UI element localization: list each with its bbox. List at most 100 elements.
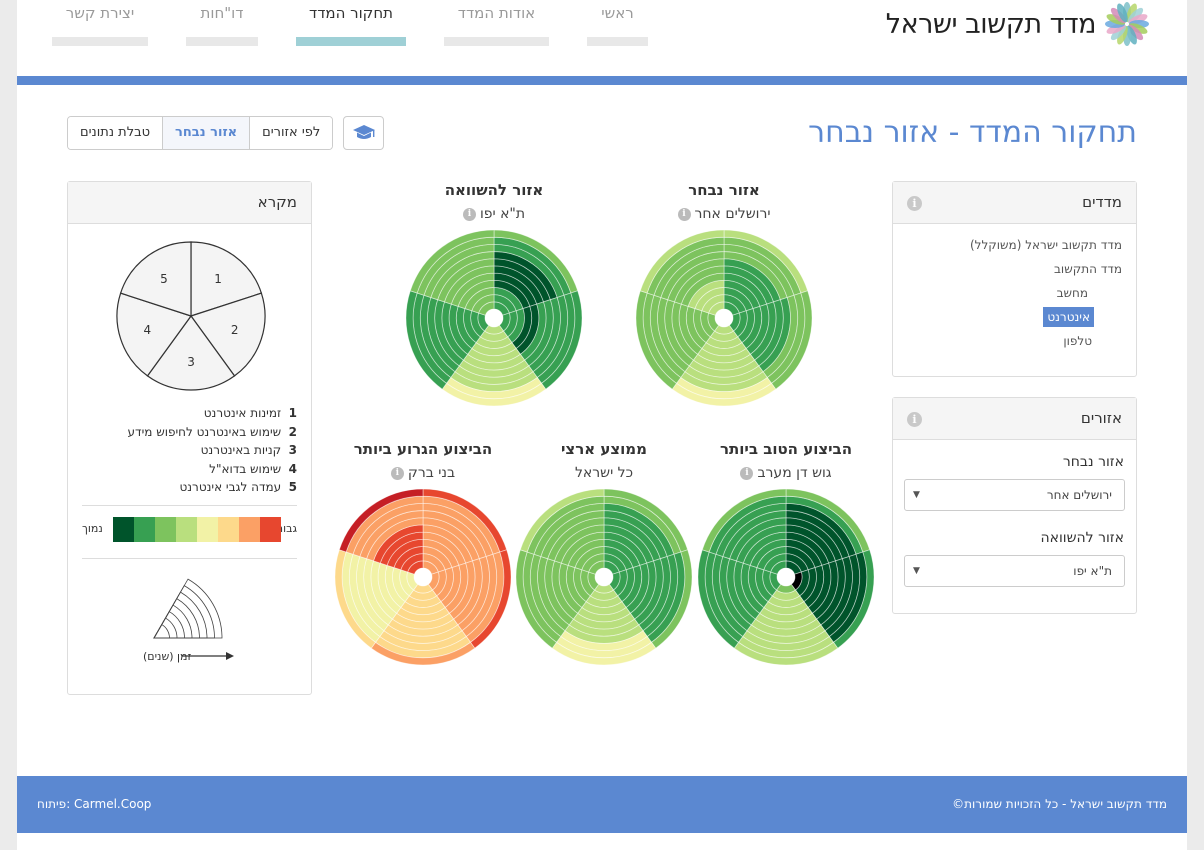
indices-list: מדד תקשוב ישראל (משוקלל) מדד התקשוב מחשב…: [893, 224, 1136, 356]
nav-reports-label: דו"חות: [200, 4, 244, 22]
time-axis-label: זמן (שנים): [143, 650, 192, 663]
legend-label: שימוש בדוא"ל: [209, 461, 282, 476]
legend-pie-slice: [190, 292, 266, 377]
tab-data-table[interactable]: טבלת נתונים: [68, 117, 164, 149]
time-ring: [153, 604, 193, 639]
index-item-weighted[interactable]: מדד תקשוב ישראל (משוקלל): [893, 236, 1122, 260]
index-item-label: אינטרנט: [1043, 307, 1094, 327]
legend-pie-number: 2: [231, 323, 239, 337]
polar-chart[interactable]: [323, 484, 523, 668]
time-ring: [153, 591, 208, 639]
legend-label: שימוש באינטרנט לחיפוש מידע: [127, 424, 282, 439]
time-ring: [153, 598, 200, 639]
legend-panel: מקרא 1 2 3 4 5 1 זמינות אינטרנט 2 שימוש באינ…: [67, 181, 312, 695]
color-swatch: [218, 517, 239, 542]
logo[interactable]: מדד תקשוב ישראל: [886, 0, 1152, 48]
chart-subtitle: ת"א יפו i: [394, 203, 594, 225]
legend-num: 3: [288, 443, 297, 457]
compare-region-select[interactable]: ת"א יפו ▼: [904, 555, 1125, 587]
legend-label: זמינות אינטרנט: [203, 406, 282, 420]
info-icon[interactable]: i: [740, 466, 754, 480]
info-icon[interactable]: i: [462, 207, 476, 221]
polar-cell[interactable]: [338, 488, 424, 553]
chart-best: הביצוע הטוב ביותר גוש דן מערב i: [686, 440, 886, 672]
polar-chart[interactable]: [394, 225, 594, 409]
time-ring: [153, 585, 215, 639]
compare-region-value: ת"א יפו: [1073, 564, 1112, 578]
index-item-computer[interactable]: מחשב: [893, 284, 1122, 308]
legend-pie-slice: [146, 314, 236, 391]
info-icon[interactable]: i: [907, 196, 922, 211]
page: מדד תקשוב ישראל יצירת קשר דו"חות תחקור ה…: [17, 0, 1187, 850]
chart-subtitle: גוש דן מערב i: [686, 462, 886, 484]
tutorial-button[interactable]: [343, 116, 384, 150]
legend-list: 1 זמינות אינטרנט 2 שימוש באינטרנט לחיפוש…: [128, 406, 297, 499]
polar-center: [485, 309, 503, 327]
indices-panel-header: מדדים i: [893, 182, 1136, 224]
legend-panel-title: מקרא: [257, 193, 297, 211]
index-item-internet[interactable]: אינטרנט: [893, 307, 1122, 332]
color-scale-swatches: [113, 517, 281, 542]
compare-region-label: אזור להשוואה: [1040, 530, 1124, 546]
polar-chart[interactable]: [504, 484, 704, 668]
color-swatch: [260, 517, 281, 542]
nav-bar: [296, 37, 406, 46]
nav-contact-label: יצירת קשר: [65, 4, 135, 22]
polar-cell[interactable]: [519, 488, 605, 553]
nav-about[interactable]: אודות המדד: [444, 0, 549, 46]
polar-cell[interactable]: [639, 229, 725, 294]
color-swatch: [239, 517, 260, 542]
index-item-label: מדד התקשוב: [1053, 262, 1122, 276]
nav-about-label: אודות המדד: [457, 4, 536, 22]
regions-panel-header: אזורים i: [893, 398, 1136, 440]
nav-contact[interactable]: יצירת קשר: [52, 0, 148, 46]
info-icon[interactable]: i: [907, 412, 922, 427]
logo-flower-icon: [1105, 2, 1149, 46]
nav-reports[interactable]: דו"חות: [186, 0, 258, 46]
color-swatch: [113, 517, 134, 542]
chart-subtitle-text: כל ישראל: [574, 465, 634, 481]
index-item-ict[interactable]: מדד התקשוב: [893, 260, 1122, 284]
index-item-label: מדד תקשוב ישראל (משוקלל): [969, 238, 1122, 252]
polar-chart[interactable]: [624, 225, 824, 409]
info-icon[interactable]: i: [390, 466, 404, 480]
polar-center: [715, 309, 733, 327]
chart-subtitle-text: גוש דן מערב: [757, 465, 832, 481]
polar-chart[interactable]: [686, 484, 886, 668]
polar-center: [777, 568, 795, 586]
legend-num: 1: [288, 406, 297, 420]
chart-compare-region: אזור להשוואה ת"א יפו i: [394, 181, 594, 413]
chart-national-average: ממוצע ארצי כל ישראל: [504, 440, 704, 672]
polar-cell[interactable]: [409, 229, 495, 294]
polar-cell[interactable]: [701, 488, 787, 553]
tab-selected-region[interactable]: אזור נבחר: [163, 117, 251, 149]
chart-subtitle: ירושלים אחר i: [624, 203, 824, 225]
scale-high-label: גבוה: [275, 522, 297, 535]
legend-pie-number: 1: [214, 272, 222, 286]
index-item-phone[interactable]: טלפון: [893, 332, 1122, 356]
info-icon[interactable]: i: [677, 207, 691, 221]
selected-region-label: אזור נבחר: [1062, 454, 1124, 470]
nav-explore[interactable]: תחקור המדד: [296, 0, 406, 46]
logo-text: מדד תקשוב ישראל: [885, 8, 1097, 40]
chart-selected-region: אזור נבחר ירושלים אחר i: [624, 181, 824, 413]
tab-by-regions[interactable]: לפי אזורים: [250, 117, 333, 149]
legend-row: 1 זמינות אינטרנט: [128, 406, 297, 425]
chart-title: הביצוע הגרוע ביותר: [353, 440, 493, 458]
legend-num: 5: [288, 480, 297, 494]
chart-title: אזור להשוואה: [444, 181, 544, 199]
view-tabs: טבלת נתונים אזור נבחר לפי אזורים: [67, 116, 334, 150]
indices-panel: מדדים i מדד תקשוב ישראל (משוקלל) מדד התק…: [892, 181, 1137, 377]
selected-region-select[interactable]: ירושלים אחר ▼: [904, 479, 1125, 511]
color-swatch: [197, 517, 218, 542]
legend-pie-number: 4: [143, 323, 151, 337]
time-ring: [153, 624, 170, 639]
nav-home[interactable]: ראשי: [587, 0, 648, 46]
selected-region-value: ירושלים אחר: [1046, 488, 1112, 502]
color-swatch: [176, 517, 197, 542]
footer-developer[interactable]: פיתוח: Carmel.Coop: [37, 797, 152, 811]
color-scale: גבוה נמוך: [82, 517, 297, 543]
nav-bar: [52, 37, 148, 46]
dropdown-caret-icon: ▼: [913, 490, 920, 500]
legend-label: עמדה לגבי אינטרנט: [179, 480, 282, 494]
